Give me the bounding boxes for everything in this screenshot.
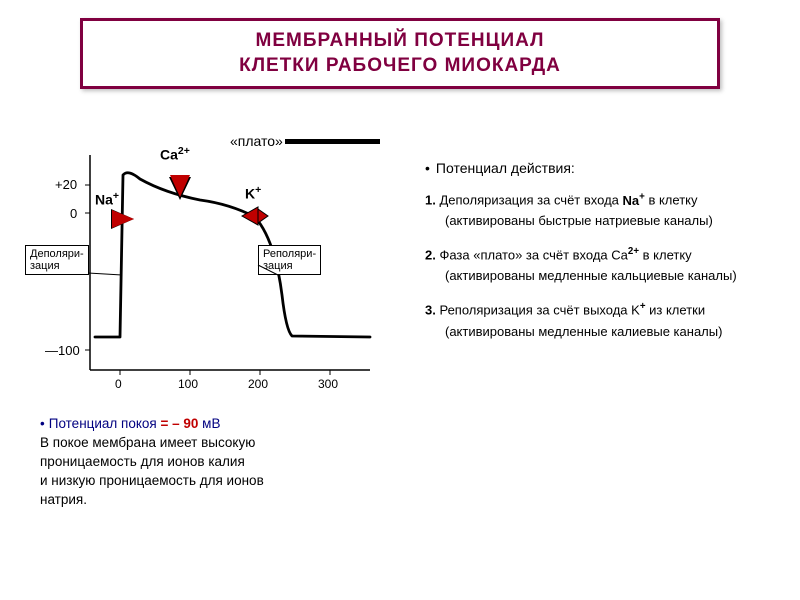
connector-lines — [30, 145, 400, 405]
ap-item-3-sub: (активированы медленные калиевые каналы) — [425, 323, 770, 342]
ap-item-1-sub: (активированы быстрые натриевые каналы) — [425, 212, 770, 231]
title-line-1: МЕМБРАННЫЙ ПОТЕНЦИАЛ — [93, 29, 707, 54]
resting-line-3: проницаемость для ионов калия — [40, 453, 385, 472]
resting-block: •Потенциал покоя = – 90 мВ В покое мембр… — [40, 415, 385, 509]
ap-description: •Потенциал действия: 1. Деполяризация за… — [425, 158, 770, 355]
resting-line-5: натрия. — [40, 491, 385, 510]
ap-title: •Потенциал действия: — [425, 158, 770, 178]
resting-line-2: В покое мембрана имеет высокую — [40, 434, 385, 453]
ap-item-1: 1. Деполяризация за счёт входа Na+ в кле… — [425, 190, 770, 210]
ap-item-2-sub: (активированы медленные кальциевые канал… — [425, 267, 770, 286]
ap-chart: +20 0 —100 0 100 200 300 «плато» Ca2+ Na… — [30, 145, 400, 405]
title-box: МЕМБРАННЫЙ ПОТЕНЦИАЛ КЛЕТКИ РАБОЧЕГО МИО… — [80, 18, 720, 89]
plateau-bar — [285, 139, 380, 144]
ap-item-2: 2. Фаза «плато» за счёт входа Ca2+ в кле… — [425, 245, 770, 265]
resting-line-1: •Потенциал покоя = – 90 мВ — [40, 415, 385, 434]
resting-line-4: и низкую проницаемость для ионов — [40, 472, 385, 491]
title-line-2: КЛЕТКИ РАБОЧЕГО МИОКАРДА — [93, 54, 707, 79]
ap-item-3: 3. Реполяризация за счёт выхода K+ из кл… — [425, 300, 770, 320]
